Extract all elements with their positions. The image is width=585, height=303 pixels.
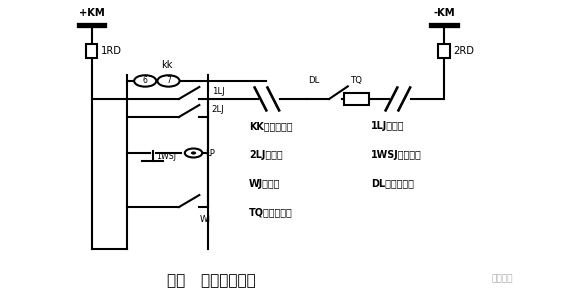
Text: DL：辅助开关: DL：辅助开关	[371, 178, 414, 188]
Text: TQ：跳闸线圈: TQ：跳闸线圈	[249, 207, 292, 217]
Text: WJ：温度: WJ：温度	[249, 178, 280, 188]
Circle shape	[157, 75, 180, 87]
Text: DL: DL	[308, 75, 320, 85]
Text: 6: 6	[143, 76, 147, 85]
Text: kk: kk	[161, 59, 173, 70]
Bar	[86, 44, 98, 58]
Text: 图一   保护跳闸电路: 图一 保护跳闸电路	[167, 273, 256, 288]
Text: LP: LP	[205, 148, 215, 158]
Text: 1RD: 1RD	[101, 46, 122, 56]
Text: 1WSJ：重瓦斯: 1WSJ：重瓦斯	[371, 150, 422, 160]
Text: 2RD: 2RD	[453, 46, 474, 56]
Text: 7: 7	[166, 76, 171, 85]
Circle shape	[185, 148, 202, 158]
Bar	[438, 44, 450, 58]
Circle shape	[134, 75, 156, 87]
Text: 2LJ: 2LJ	[212, 105, 224, 114]
Text: 1LJ：速断: 1LJ：速断	[371, 122, 405, 132]
Text: WJ: WJ	[199, 215, 211, 224]
Bar	[345, 93, 369, 105]
Text: 2LJ：过流: 2LJ：过流	[249, 150, 283, 160]
Text: -KM: -KM	[433, 8, 455, 18]
Text: +KM: +KM	[79, 8, 105, 18]
Text: KK：转换开关: KK：转换开关	[249, 122, 292, 132]
Text: 1LJ: 1LJ	[212, 87, 224, 96]
Circle shape	[191, 152, 196, 154]
Text: TQ: TQ	[350, 75, 363, 85]
Text: 电工之家: 电工之家	[491, 275, 513, 284]
Text: 1WSJ: 1WSJ	[156, 152, 176, 161]
